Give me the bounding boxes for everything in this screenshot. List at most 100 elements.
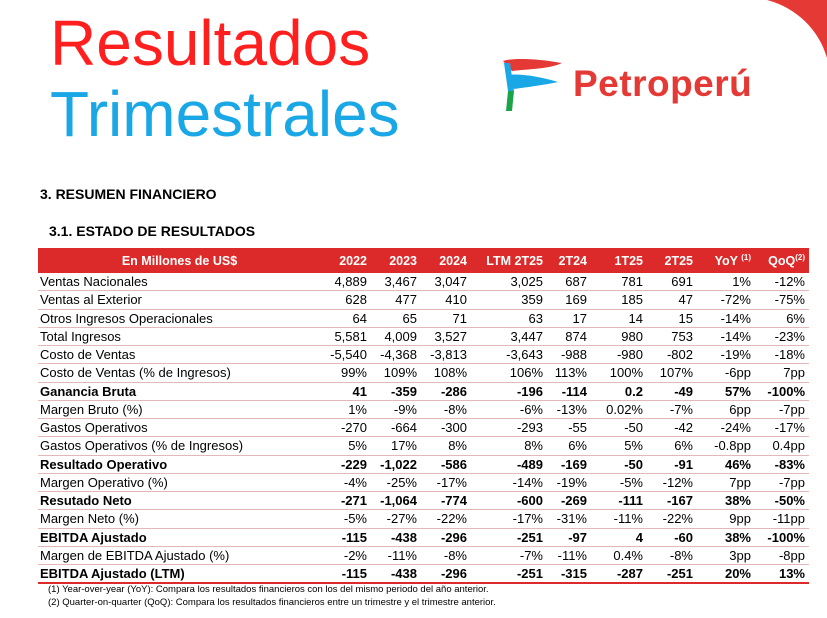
table-cell: -6% [471,400,547,420]
table-cell: 3,467 [371,273,421,292]
table-cell: -11% [547,546,591,566]
table-row: EBITDA Ajustado (LTM) -115 -438 -296 -251 -31… [38,564,809,585]
table-cell: 5,581 [321,327,371,347]
table-cell: -13% [547,400,591,420]
table-cell: 14 [591,309,647,328]
table-cell: -586 [421,455,471,474]
table-cell: -5% [321,509,371,529]
table-cell: 64 [321,309,371,328]
table-cell: 71 [421,309,471,328]
row-label: Resutado Neto [38,491,321,511]
table-row: Ventas Nacionales 4,889 3,467 3,047 3,025 687… [38,273,809,292]
section-title: 3. RESUMEN FINANCIERO [40,186,217,202]
table-cell: 20% [697,564,755,585]
page-title-line1: Resultados [50,7,371,79]
table-cell: 691 [647,273,697,292]
table-cell: -72% [697,290,755,310]
table-cell: -296 [421,528,471,547]
row-label: Otros Ingresos Operacionales [38,309,321,328]
table-cell: -270 [321,418,371,438]
table-cell: 107% [647,363,697,383]
table-cell: 185 [591,290,647,310]
table-cell: -7pp [755,473,809,493]
corner-swoosh [767,0,827,58]
table-row: Resutado Neto -271 -1,064 -774 -600 -269 -111-… [38,491,809,511]
table-row: Otros Ingresos Operacionales 64 65 71 63 17 14… [38,309,809,328]
table-cell: -229 [321,455,371,474]
petroperu-logo: Petroperú [500,55,800,115]
table-row: Margen Operativo (%) -4% -25% -17% -14% -19% -… [38,473,809,493]
table-cell: 6% [755,309,809,328]
table-cell: -22% [421,509,471,529]
table-cell: -42 [647,418,697,438]
table-cell: -8% [421,546,471,566]
row-label: Margen de EBITDA Ajustado (%) [38,546,321,566]
table-cell: 38% [697,528,755,547]
table-cell: 1% [321,400,371,420]
footnote-1: (1) Year-over-year (YoY): Compara los re… [48,584,489,595]
table-cell: 38% [697,491,755,511]
table-cell: 4,889 [321,273,371,292]
col-header: LTM 2T25 [471,248,547,273]
table-cell: 3,047 [421,273,471,292]
table-cell: -774 [421,491,471,511]
table-cell: 8% [471,436,547,456]
table-cell: -286 [421,382,471,401]
table-cell: -8pp [755,546,809,566]
table-cell: -60 [647,528,697,547]
table-cell: -9% [371,400,421,420]
table-cell: 980 [591,327,647,347]
table-cell: 5% [591,436,647,456]
footnote-2: (2) Quarter-on-quarter (QoQ): Compara lo… [48,597,496,608]
table-cell: 5% [321,436,371,456]
table-cell: 7pp [697,473,755,493]
table-cell: -293 [471,418,547,438]
table-cell: -489 [471,455,547,474]
table-cell: 113% [547,363,591,383]
page-title-line2: Trimestrales [50,78,400,150]
table-row: Margen Bruto (%) 1% -9% -8% -6% -13% 0.02% -7% 6… [38,400,809,420]
table-cell: 6% [647,436,697,456]
table-cell: 63 [471,309,547,328]
row-label: Ventas al Exterior [38,290,321,310]
table-row: Costo de Ventas (% de Ingresos) 99% 109% 10… [38,363,809,383]
table-cell: -97 [547,528,591,547]
row-label: Resultado Operativo [38,455,321,474]
table-cell: -91 [647,455,697,474]
row-label: Margen Neto (%) [38,509,321,529]
table-cell: -18% [755,345,809,365]
table-cell: 99% [321,363,371,383]
row-label: Ganancia Bruta [38,382,321,401]
col-header-qoq: QoQ(2) [755,248,809,273]
col-header: 2024 [421,248,471,273]
table-cell: -438 [371,528,421,547]
table-cell: -11% [371,546,421,566]
table-cell: 3,025 [471,273,547,292]
table-cell: -100% [755,382,809,401]
header-label: En Millones de US$ [38,248,321,273]
table-cell: -83% [755,455,809,474]
table-cell: -438 [371,564,421,585]
table-cell: -8% [421,400,471,420]
col-header: 2T25 [647,248,697,273]
row-label: Gastos Operativos [38,418,321,438]
table-cell: -19% [547,473,591,493]
table-cell: -600 [471,491,547,511]
table-cell: -251 [471,564,547,585]
table-cell: -802 [647,345,697,365]
table-cell: 109% [371,363,421,383]
table-cell: 46% [697,455,755,474]
row-label: Costo de Ventas (% de Ingresos) [38,363,321,383]
table-cell: -359 [371,382,421,401]
table-cell: -17% [471,509,547,529]
table-cell: -980 [591,345,647,365]
table-cell: 0.4pp [755,436,809,456]
table-cell: -8% [647,546,697,566]
table-row: Costo de Ventas -5,540 -4,368 -3,813 -3,643-… [38,345,809,365]
table-cell: -23% [755,327,809,347]
table-cell: -300 [421,418,471,438]
brand-name: Petroperú [573,63,753,104]
table-cell: -315 [547,564,591,585]
table-cell: -169 [547,455,591,474]
table-cell: 781 [591,273,647,292]
